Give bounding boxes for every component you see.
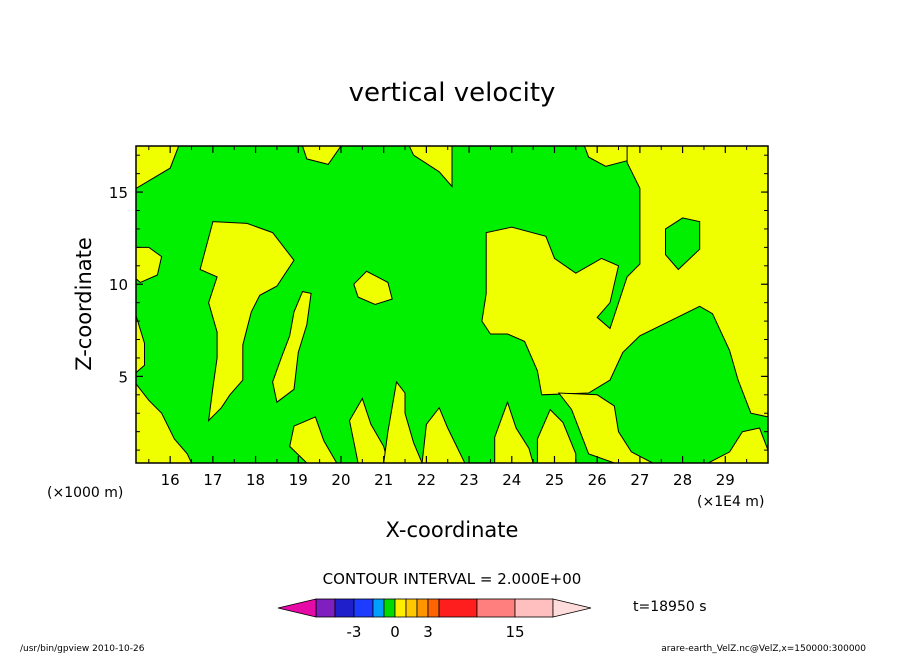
colorbar-segment bbox=[514, 598, 554, 618]
x-tick-label: 25 bbox=[545, 471, 564, 489]
x-axis-label: X-coordinate bbox=[386, 518, 519, 542]
y-axis-label: Z-coordinate bbox=[72, 237, 96, 371]
x-tick-label: 19 bbox=[289, 471, 308, 489]
contour-region-positive bbox=[481, 146, 768, 418]
contour-region-positive bbox=[557, 392, 653, 463]
y-unit-label: (×1000 m) bbox=[47, 485, 123, 501]
x-tick-label: 22 bbox=[417, 471, 436, 489]
x-tick-label: 27 bbox=[630, 471, 649, 489]
footer-right: arare-earth_VelZ.nc@VelZ,x=150000:300000 bbox=[661, 644, 866, 654]
colorbar-segment bbox=[416, 598, 429, 618]
x-tick-label: 18 bbox=[246, 471, 265, 489]
colorbar: -3 0 3 15 bbox=[277, 598, 592, 641]
footer-left: /usr/bin/gpview 2010-10-26 bbox=[20, 644, 145, 654]
colorbar-segment bbox=[394, 598, 407, 618]
x-tick-label: 23 bbox=[460, 471, 479, 489]
colorbar-segment bbox=[315, 598, 336, 618]
colorbar-segment bbox=[476, 598, 516, 618]
contour-region-positive bbox=[383, 380, 423, 463]
contour-regions bbox=[136, 146, 768, 463]
y-tick-label: 15 bbox=[109, 184, 128, 202]
contour-region-positive bbox=[421, 406, 466, 463]
contour-region-positive bbox=[136, 382, 193, 463]
contour-region-positive bbox=[707, 427, 768, 463]
contour-interval-text: CONTOUR INTERVAL = 2.000E+00 bbox=[323, 570, 582, 588]
contour-region-positive bbox=[494, 400, 534, 463]
x-tick-label: 16 bbox=[161, 471, 180, 489]
y-tick-label: 10 bbox=[109, 276, 128, 294]
contour-region-positive bbox=[408, 146, 453, 188]
colorbar-segment bbox=[353, 598, 374, 618]
plot-area: 16 17 18 19 20 21 22 23 24 25 26 27 28 29 5 10 15 bbox=[109, 145, 769, 489]
contour-region-positive bbox=[136, 246, 163, 283]
colorbar-segment bbox=[427, 598, 440, 618]
x-tick-label: 26 bbox=[588, 471, 607, 489]
chart-title: vertical velocity bbox=[349, 78, 556, 108]
contour-region-positive bbox=[348, 397, 389, 463]
x-tick-label: 29 bbox=[716, 471, 735, 489]
colorbar-label: 15 bbox=[505, 623, 524, 641]
contour-region-positive bbox=[199, 221, 295, 423]
colorbar-arrow-right bbox=[552, 598, 592, 618]
contour-region-negative bbox=[665, 217, 701, 271]
colorbar-segment bbox=[438, 598, 478, 618]
contour-region-positive bbox=[272, 291, 312, 404]
contour-region-positive bbox=[301, 146, 342, 165]
colorbar-segment bbox=[405, 598, 418, 618]
colorbar-segment bbox=[334, 598, 355, 618]
colorbar-arrow-left bbox=[277, 598, 317, 618]
contour-region-positive bbox=[536, 408, 577, 463]
colorbar-label: 0 bbox=[390, 623, 400, 641]
colorbar-time-label: t=18950 s bbox=[633, 599, 707, 615]
contour-region-positive bbox=[136, 146, 180, 189]
y-tick-label: 5 bbox=[118, 368, 128, 386]
colorbar-label: 3 bbox=[423, 623, 433, 641]
colorbar-segment bbox=[372, 598, 385, 618]
x-unit-label: (×1E4 m) bbox=[697, 494, 764, 510]
contour-region-positive bbox=[289, 416, 338, 463]
plot-frame bbox=[135, 145, 769, 464]
x-axis-ticks: 16 17 18 19 20 21 22 23 24 25 26 27 28 29 bbox=[148, 146, 748, 489]
y-axis-ticks: 5 10 15 bbox=[109, 154, 768, 451]
colorbar-label: -3 bbox=[347, 623, 362, 641]
x-tick-label: 17 bbox=[203, 471, 222, 489]
colorbar-segment bbox=[383, 598, 396, 618]
x-tick-label: 24 bbox=[502, 471, 521, 489]
x-tick-label: 28 bbox=[673, 471, 692, 489]
contour-region-positive bbox=[353, 270, 393, 306]
x-tick-label: 21 bbox=[374, 471, 393, 489]
x-tick-label: 20 bbox=[331, 471, 350, 489]
